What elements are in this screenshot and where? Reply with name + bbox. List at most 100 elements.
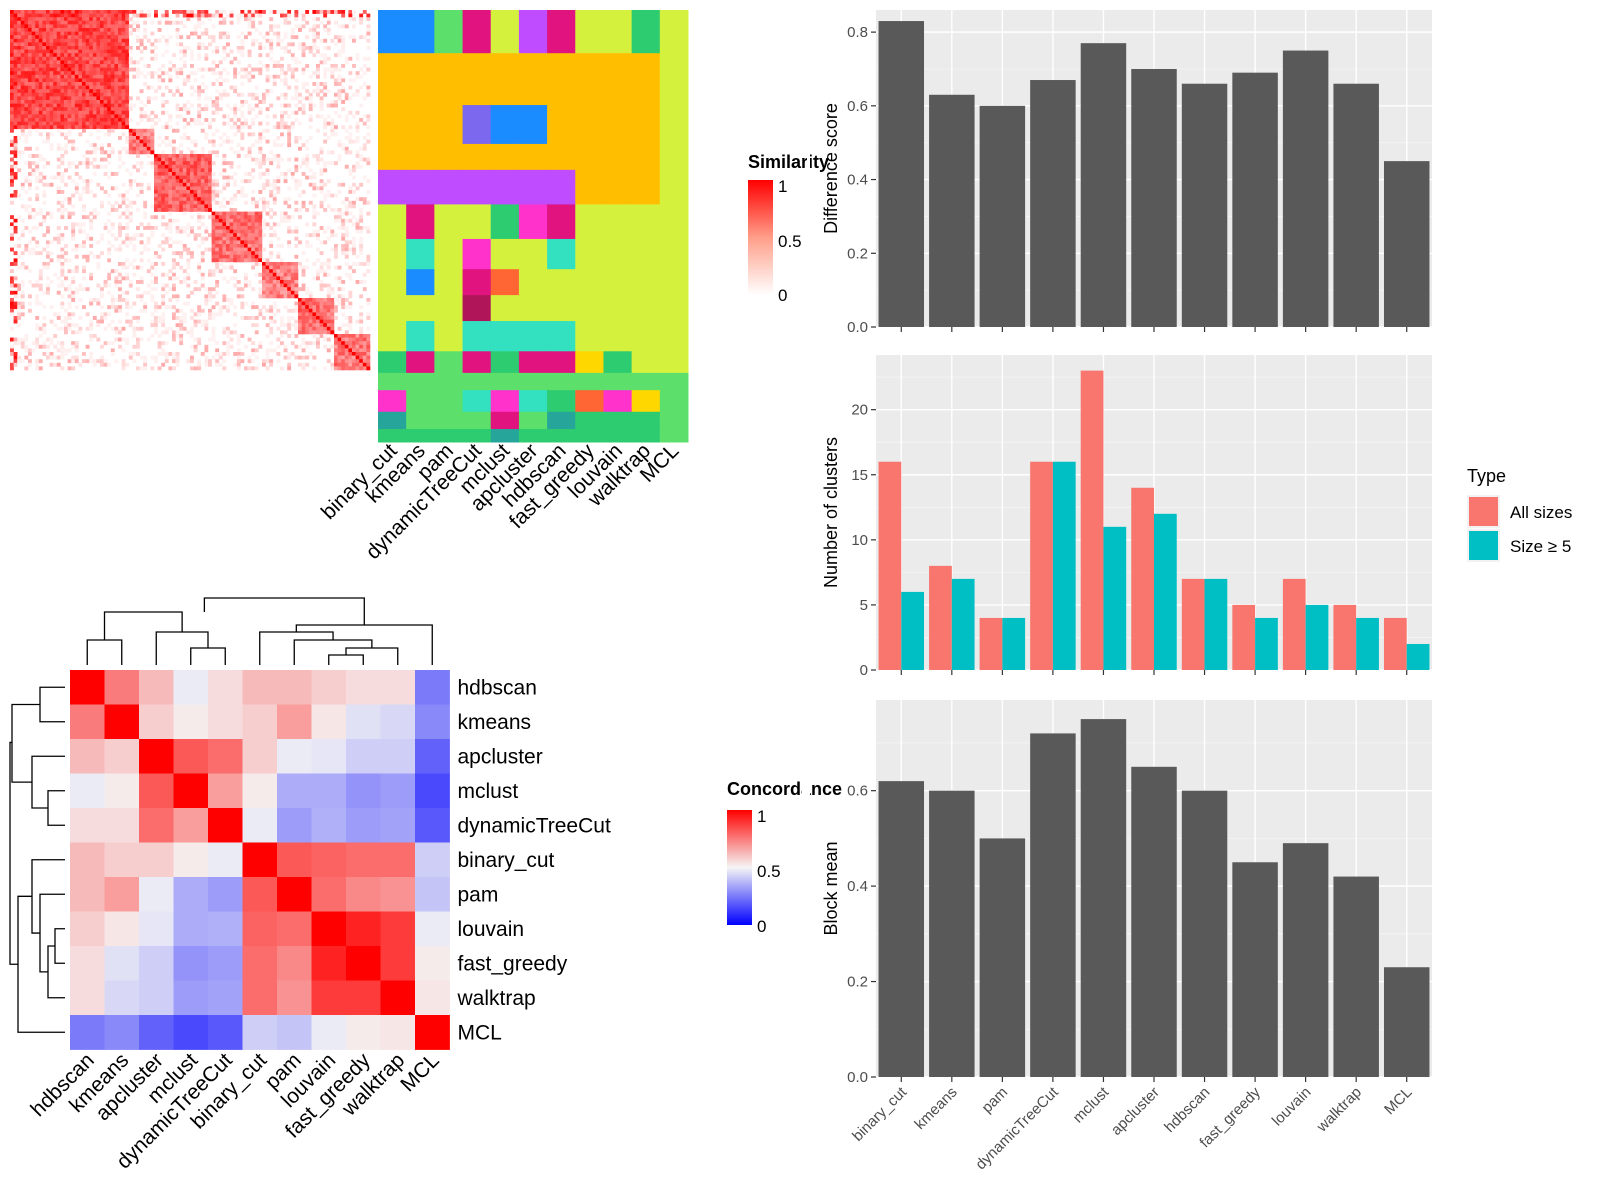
similarity-cell bbox=[10, 172, 14, 176]
similarity-cell bbox=[24, 46, 29, 50]
cluster-band bbox=[378, 143, 407, 171]
cluster-band bbox=[659, 53, 689, 106]
similarity-cell bbox=[182, 226, 187, 230]
similarity-cell bbox=[312, 323, 317, 328]
similarity-cell bbox=[254, 85, 259, 90]
similarity-cell bbox=[215, 46, 220, 50]
similarity-cell bbox=[10, 348, 14, 353]
similarity-cell bbox=[28, 240, 32, 245]
similarity-cell bbox=[226, 92, 230, 97]
similarity-cell bbox=[161, 157, 166, 162]
similarity-cell bbox=[305, 244, 310, 248]
similarity-cell bbox=[146, 186, 151, 191]
similarity-cell bbox=[218, 31, 223, 36]
similarity-cell bbox=[53, 85, 58, 90]
similarity-cell bbox=[182, 118, 187, 122]
similarity-cell bbox=[13, 337, 18, 342]
similarity-cell bbox=[193, 204, 198, 209]
similarity-cell bbox=[233, 67, 238, 72]
similarity-cell bbox=[82, 121, 86, 126]
concordance-cell bbox=[208, 808, 243, 843]
cluster-band bbox=[659, 390, 689, 413]
similarity-cell bbox=[272, 294, 277, 299]
similarity-cell bbox=[337, 89, 342, 94]
similarity-cell bbox=[258, 164, 263, 169]
similarity-cell bbox=[269, 208, 274, 212]
similarity-cell bbox=[197, 121, 202, 126]
similarity-cell bbox=[13, 301, 18, 306]
similarity-cell bbox=[182, 269, 187, 274]
similarity-cell bbox=[294, 168, 299, 173]
similarity-cell bbox=[85, 190, 90, 194]
similarity-cell bbox=[262, 172, 266, 176]
similarity-cell bbox=[175, 164, 180, 169]
similarity-cell bbox=[24, 31, 29, 36]
similarity-cell bbox=[265, 308, 270, 313]
similarity-cell bbox=[85, 186, 90, 191]
similarity-cell bbox=[136, 326, 140, 331]
similarity-cell bbox=[215, 359, 220, 364]
similarity-cell bbox=[143, 308, 148, 313]
similarity-cell bbox=[244, 344, 248, 349]
similarity-cell bbox=[355, 366, 360, 371]
similarity-cell bbox=[85, 13, 90, 18]
similarity-cell bbox=[96, 298, 101, 302]
similarity-cell bbox=[204, 10, 209, 14]
similarity-cell bbox=[355, 359, 360, 364]
similarity-cell bbox=[168, 143, 173, 148]
similarity-cell bbox=[218, 136, 223, 140]
similarity-cell bbox=[143, 355, 148, 360]
similarity-cell bbox=[35, 121, 40, 126]
similarity-cell bbox=[251, 341, 256, 346]
cluster-band bbox=[575, 429, 604, 443]
similarity-cell bbox=[35, 341, 40, 346]
similarity-cell bbox=[38, 272, 43, 277]
similarity-cell bbox=[38, 103, 43, 108]
similarity-cell bbox=[179, 186, 184, 191]
similarity-cell bbox=[283, 13, 288, 18]
similarity-cell bbox=[136, 265, 140, 270]
similarity-cell bbox=[172, 251, 176, 256]
similarity-legend: Similarity 1 0.5 0 bbox=[748, 152, 829, 305]
similarity-cell bbox=[182, 154, 187, 158]
similarity-cell bbox=[31, 10, 36, 14]
similarity-cell bbox=[103, 78, 108, 83]
similarity-cell bbox=[139, 56, 144, 61]
similarity-cell bbox=[240, 352, 245, 356]
similarity-cell bbox=[190, 344, 194, 349]
similarity-cell bbox=[92, 78, 97, 83]
similarity-cell bbox=[294, 92, 299, 97]
similarity-cell bbox=[344, 233, 349, 238]
similarity-cell bbox=[190, 251, 194, 256]
similarity-cell bbox=[139, 38, 144, 43]
similarity-cell bbox=[352, 182, 356, 187]
similarity-cell bbox=[92, 100, 97, 104]
similarity-cell bbox=[42, 42, 47, 47]
similarity-cell bbox=[20, 233, 25, 238]
similarity-cell bbox=[132, 139, 137, 144]
similarity-cell bbox=[139, 251, 144, 256]
similarity-cell bbox=[269, 28, 274, 32]
similarity-cell bbox=[96, 359, 101, 364]
similarity-cell bbox=[24, 226, 29, 230]
similarity-cell bbox=[348, 323, 353, 328]
similarity-cell bbox=[341, 107, 346, 112]
similarity-cell bbox=[164, 13, 169, 18]
similarity-cell bbox=[265, 67, 270, 72]
similarity-cell bbox=[35, 226, 40, 230]
similarity-cell bbox=[215, 100, 220, 104]
cluster-band bbox=[631, 372, 661, 391]
similarity-cell bbox=[200, 352, 205, 356]
similarity-cell bbox=[74, 49, 79, 54]
similarity-cell bbox=[56, 67, 61, 72]
similarity-cell bbox=[107, 128, 112, 133]
similarity-cell bbox=[287, 283, 292, 288]
similarity-cell bbox=[197, 308, 202, 313]
similarity-cell bbox=[157, 319, 162, 324]
similarity-cell bbox=[226, 35, 230, 40]
cluster-band bbox=[518, 269, 548, 296]
similarity-cell bbox=[114, 56, 119, 61]
similarity-cell bbox=[146, 150, 151, 155]
similarity-cell bbox=[24, 348, 29, 353]
similarity-cell bbox=[348, 334, 353, 338]
